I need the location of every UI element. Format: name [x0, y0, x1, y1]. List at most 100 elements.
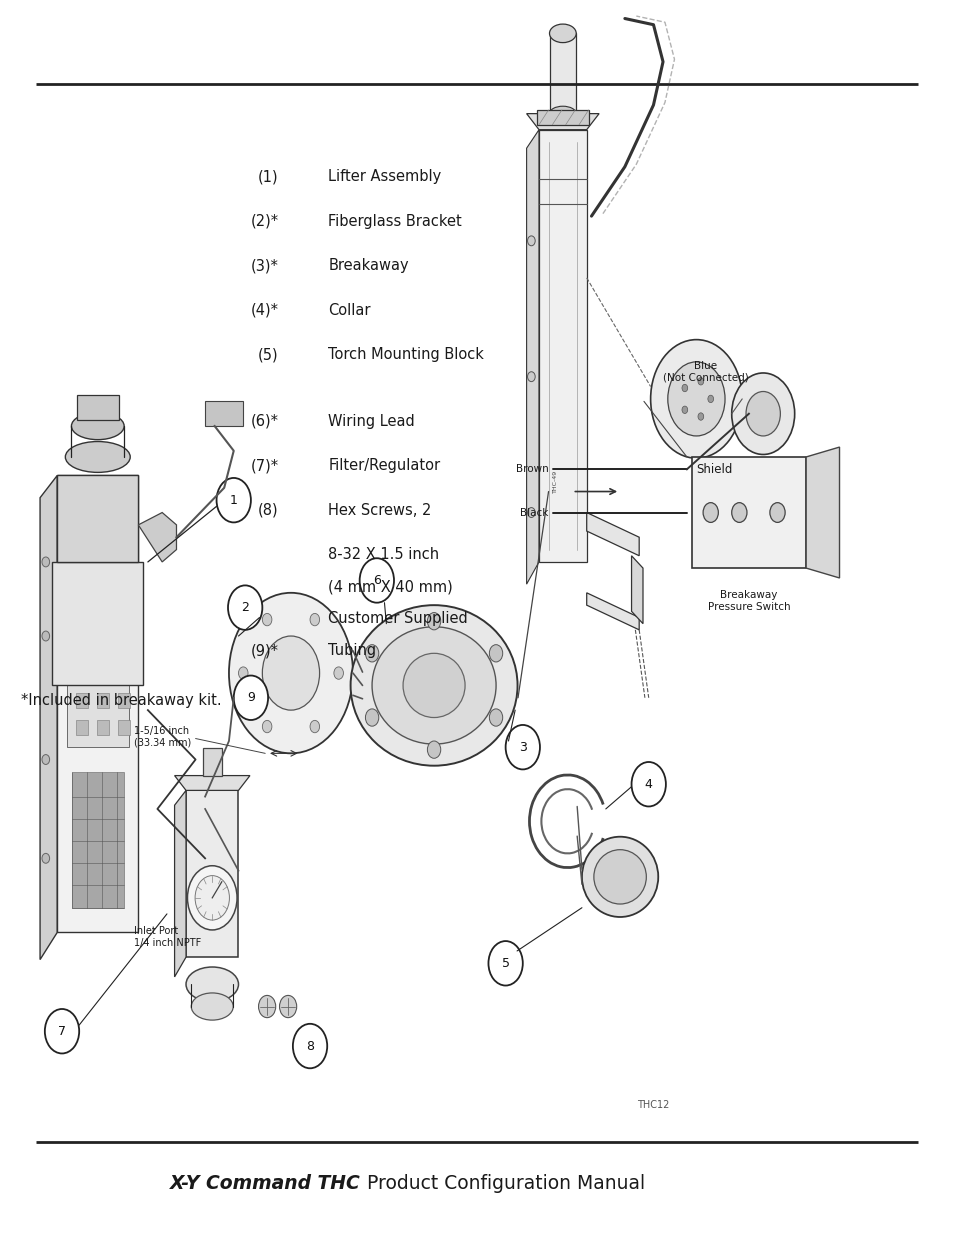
Polygon shape — [118, 693, 130, 708]
Text: Product Configuration Manual: Product Configuration Manual — [360, 1173, 644, 1193]
Text: (6)*: (6)* — [251, 414, 278, 429]
Text: Filter/Regulator: Filter/Regulator — [328, 458, 440, 473]
Circle shape — [262, 636, 319, 710]
Text: (7)*: (7)* — [251, 458, 278, 473]
Text: (4)*: (4)* — [251, 303, 278, 317]
Circle shape — [488, 941, 522, 986]
Circle shape — [681, 406, 687, 414]
Text: Collar: Collar — [328, 303, 371, 317]
Text: Lifter Assembly: Lifter Assembly — [328, 169, 441, 184]
Circle shape — [769, 503, 784, 522]
Circle shape — [42, 755, 50, 764]
Circle shape — [262, 614, 272, 626]
Text: THC-49: THC-49 — [553, 471, 558, 493]
Text: Brown: Brown — [516, 464, 548, 474]
Polygon shape — [586, 593, 639, 630]
Text: (4 mm X 40 mm): (4 mm X 40 mm) — [328, 579, 453, 594]
Text: (3)*: (3)* — [251, 258, 278, 273]
Circle shape — [45, 1009, 79, 1053]
Circle shape — [505, 725, 539, 769]
Circle shape — [650, 340, 741, 458]
Text: 1: 1 — [230, 494, 237, 506]
Ellipse shape — [581, 837, 658, 916]
Text: Hex Screws, 2: Hex Screws, 2 — [328, 503, 431, 517]
Text: Blue
(Not Connected): Blue (Not Connected) — [662, 362, 748, 383]
Ellipse shape — [372, 626, 496, 743]
Text: Inlet Port
1/4 inch NPTF: Inlet Port 1/4 inch NPTF — [133, 926, 200, 947]
Circle shape — [262, 720, 272, 732]
Ellipse shape — [186, 967, 238, 1002]
Polygon shape — [526, 114, 598, 130]
Circle shape — [745, 391, 780, 436]
Polygon shape — [97, 693, 109, 708]
Circle shape — [334, 667, 343, 679]
Circle shape — [731, 503, 746, 522]
Polygon shape — [76, 693, 88, 708]
Text: Customer Supplied: Customer Supplied — [328, 611, 467, 626]
Text: 4: 4 — [644, 778, 652, 790]
Circle shape — [365, 709, 378, 726]
Polygon shape — [76, 720, 88, 735]
Circle shape — [667, 362, 724, 436]
Circle shape — [527, 508, 535, 517]
Polygon shape — [67, 661, 129, 747]
Text: 9: 9 — [247, 692, 254, 704]
Text: 6: 6 — [373, 574, 380, 587]
Circle shape — [258, 995, 275, 1018]
Circle shape — [702, 503, 718, 522]
Polygon shape — [586, 513, 639, 556]
Text: THC12: THC12 — [637, 1100, 669, 1110]
Circle shape — [731, 373, 794, 454]
Bar — [205, 401, 243, 426]
Text: (9)*: (9)* — [251, 643, 278, 658]
Circle shape — [310, 720, 319, 732]
Text: 3: 3 — [518, 741, 526, 753]
Text: 8: 8 — [306, 1040, 314, 1052]
Ellipse shape — [66, 442, 130, 473]
Polygon shape — [118, 720, 130, 735]
Text: Wiring Lead: Wiring Lead — [328, 414, 415, 429]
Polygon shape — [57, 475, 138, 932]
Circle shape — [229, 593, 353, 753]
Polygon shape — [40, 475, 57, 960]
Circle shape — [427, 613, 440, 630]
Circle shape — [489, 709, 502, 726]
Polygon shape — [57, 475, 138, 562]
Ellipse shape — [549, 23, 576, 42]
Circle shape — [631, 762, 665, 806]
Text: 5: 5 — [501, 957, 509, 969]
Bar — [77, 395, 119, 420]
Text: Breakaway
Pressure Switch: Breakaway Pressure Switch — [707, 590, 789, 611]
Circle shape — [698, 412, 703, 420]
Circle shape — [194, 876, 229, 920]
Polygon shape — [538, 130, 586, 562]
Circle shape — [698, 378, 703, 385]
Circle shape — [216, 478, 251, 522]
Ellipse shape — [191, 993, 233, 1020]
Text: 1-5/16 inch
(33.34 mm): 1-5/16 inch (33.34 mm) — [133, 726, 191, 747]
Circle shape — [707, 395, 713, 403]
Polygon shape — [186, 790, 238, 957]
Polygon shape — [526, 130, 538, 584]
Polygon shape — [691, 457, 805, 568]
Ellipse shape — [402, 653, 464, 718]
Bar — [537, 110, 588, 125]
Bar — [549, 33, 576, 114]
Polygon shape — [71, 772, 124, 908]
Text: Tubing: Tubing — [328, 643, 375, 658]
Circle shape — [527, 372, 535, 382]
Circle shape — [42, 853, 50, 863]
Bar — [202, 748, 221, 776]
Circle shape — [310, 614, 319, 626]
Circle shape — [681, 384, 687, 391]
Ellipse shape — [351, 605, 517, 766]
Text: (8): (8) — [257, 503, 278, 517]
Circle shape — [42, 557, 50, 567]
Polygon shape — [174, 790, 186, 977]
Text: (1): (1) — [257, 169, 278, 184]
Polygon shape — [138, 513, 176, 562]
Circle shape — [238, 667, 248, 679]
Polygon shape — [174, 776, 250, 790]
Ellipse shape — [593, 850, 646, 904]
Text: (5): (5) — [257, 347, 278, 362]
